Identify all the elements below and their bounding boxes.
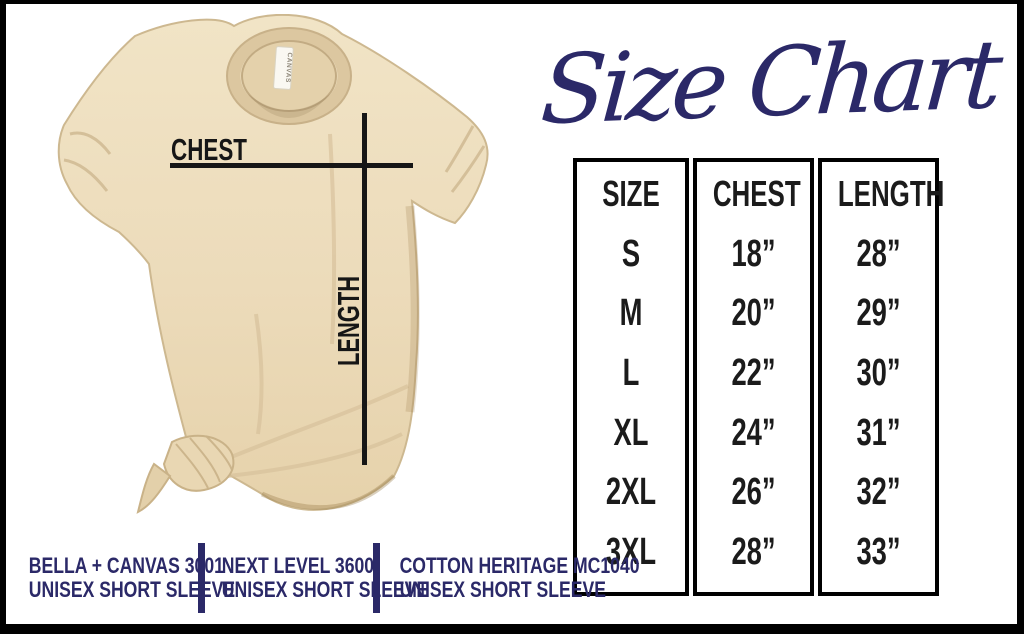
- collar-outer-edge: [226, 27, 352, 125]
- brand-line1: BELLA + CANVAS 3001: [28, 553, 224, 578]
- table-cell-length: 28”: [856, 232, 901, 275]
- fabric-folds: [223, 133, 409, 478]
- table-cell-length: 30”: [856, 351, 901, 394]
- column-header-size: SIZE: [602, 173, 660, 214]
- neck-tag: CANVAS: [273, 46, 294, 90]
- table-cell-chest: 22”: [731, 351, 776, 394]
- size-table: SIZE S M L XL 2XL 3XL CHEST 18” 20” 22” …: [573, 158, 945, 596]
- table-cell-length: 32”: [856, 471, 901, 514]
- brand-line1: COTTON HERITAGE MC1040: [399, 553, 640, 578]
- column-header-length: LENGTH: [837, 173, 945, 214]
- table-cell-chest: 26”: [731, 471, 776, 514]
- table-cell-chest: 20”: [731, 292, 776, 335]
- tshirt-measurement-diagram: CANVAS: [57, 14, 489, 514]
- separator-bar: [373, 543, 380, 613]
- page-title: Size Chart: [537, 19, 1002, 147]
- table-cell-length: 33”: [856, 530, 901, 573]
- brand-label-next-level: NEXT LEVEL 3600 UNISEX SHORT SLEEVE: [221, 553, 429, 602]
- hem-knot: [136, 434, 235, 514]
- side-shadow: [405, 205, 420, 413]
- table-cell-size: XL: [613, 411, 649, 454]
- frame-border-bottom: [0, 624, 1024, 634]
- brand-line1: NEXT LEVEL 3600: [221, 553, 375, 578]
- table-cell-length: 31”: [856, 411, 901, 454]
- length-measure-line: [362, 113, 367, 465]
- size-table-column-chest: CHEST 18” 20” 22” 24” 26” 28”: [693, 158, 814, 596]
- size-table-column-size: SIZE S M L XL 2XL 3XL: [573, 158, 689, 596]
- brand-footer: BELLA + CANVAS 3001 UNISEX SHORT SLEEVE …: [10, 541, 640, 615]
- table-cell-chest: 18”: [731, 232, 776, 275]
- table-cell-size: 3XL: [605, 530, 657, 573]
- column-header-chest: CHEST: [712, 173, 801, 214]
- cuff-folds: [63, 125, 486, 193]
- brand-line2: UNISEX SHORT SLEEVE: [28, 577, 236, 602]
- table-cell-size: L: [622, 351, 640, 394]
- hem-shadow: [260, 474, 396, 511]
- frame-border-right: [1017, 0, 1024, 634]
- brand-line2: UNISEX SHORT SLEEVE: [221, 577, 429, 602]
- neck-tag-label: CANVAS: [284, 52, 293, 83]
- length-measure-label: LENGTH: [331, 276, 366, 366]
- separator-bar: [198, 543, 205, 613]
- table-cell-length: 29”: [856, 292, 901, 335]
- table-cell-chest: 24”: [731, 411, 776, 454]
- size-table-column-length: LENGTH 28” 29” 30” 31” 32” 33”: [818, 158, 945, 596]
- table-cell-size: S: [621, 232, 641, 275]
- table-cell-size: 2XL: [605, 471, 657, 514]
- brand-line2: UNISEX SHORT SLEEVE: [399, 577, 606, 602]
- chest-measure-label: CHEST: [171, 132, 247, 167]
- frame-border-left: [0, 0, 6, 634]
- tshirt-body: [57, 14, 489, 511]
- brand-label-cotton-heritage: COTTON HERITAGE MC1040 UNISEX SHORT SLEE…: [399, 553, 640, 602]
- collar-rib: [227, 27, 351, 125]
- collar-shadow: [248, 94, 330, 118]
- brand-label-bella-canvas: BELLA + CANVAS 3001 UNISEX SHORT SLEEVE: [28, 553, 236, 602]
- frame-border-top: [0, 0, 1024, 4]
- collar-inner-edge: [241, 40, 337, 112]
- table-cell-size: M: [619, 292, 643, 335]
- chest-measure-line: [170, 163, 413, 168]
- table-cell-chest: 28”: [731, 530, 776, 573]
